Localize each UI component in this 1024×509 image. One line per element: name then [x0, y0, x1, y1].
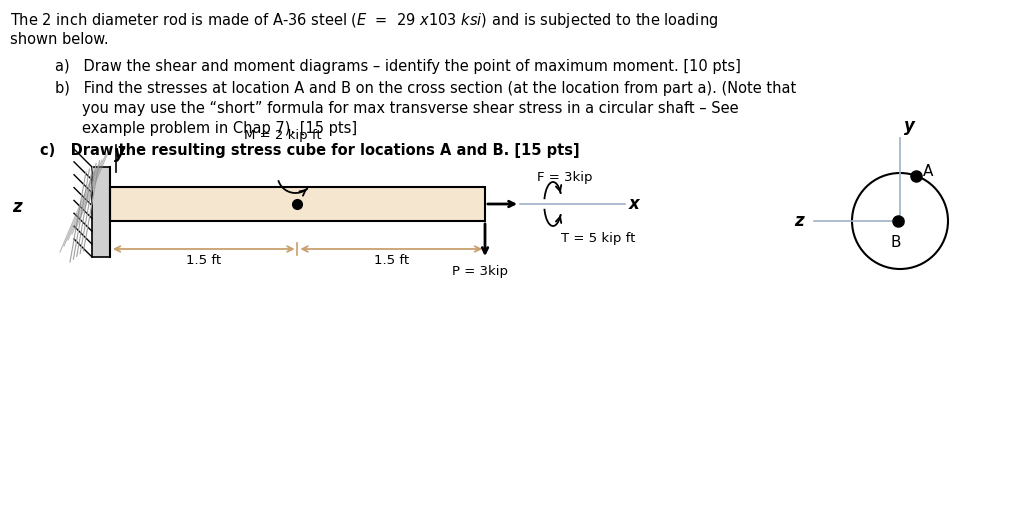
Text: F = 3kip: F = 3kip — [537, 172, 593, 184]
Text: 1.5 ft: 1.5 ft — [374, 254, 409, 267]
Bar — [110, 187, 485, 221]
Text: y: y — [114, 144, 125, 162]
Bar — [92, 167, 110, 257]
Text: you may use the “short” formula for max transverse shear stress in a circular sh: you may use the “short” formula for max … — [82, 101, 738, 116]
Text: b)   Find the stresses at location A and B on the cross section (at the location: b) Find the stresses at location A and B… — [55, 81, 797, 96]
Bar — [897, 218, 903, 224]
Text: z: z — [12, 198, 22, 216]
Text: c)   Draw the resulting stress cube for locations A and B. [15 pts]: c) Draw the resulting stress cube for lo… — [40, 143, 580, 158]
Text: z: z — [795, 212, 804, 230]
Text: B: B — [890, 235, 901, 250]
Text: y: y — [904, 117, 914, 135]
Text: P = 3kip: P = 3kip — [452, 265, 508, 278]
Text: shown below.: shown below. — [10, 32, 109, 47]
Text: M = 2 kip ft: M = 2 kip ft — [244, 129, 322, 142]
Text: The 2 inch diameter rod is made of A-36 steel ($E$  =  29 $x$103 $ksi$) and is s: The 2 inch diameter rod is made of A-36 … — [10, 11, 718, 30]
Text: T = 5 kip ft: T = 5 kip ft — [561, 232, 635, 245]
Text: A: A — [923, 164, 933, 179]
Text: example problem in Chap 7). [15 pts]: example problem in Chap 7). [15 pts] — [82, 121, 357, 136]
Text: a)   Draw the shear and moment diagrams – identify the point of maximum moment. : a) Draw the shear and moment diagrams – … — [55, 59, 741, 74]
Text: x: x — [629, 195, 640, 213]
Text: 1.5 ft: 1.5 ft — [186, 254, 221, 267]
